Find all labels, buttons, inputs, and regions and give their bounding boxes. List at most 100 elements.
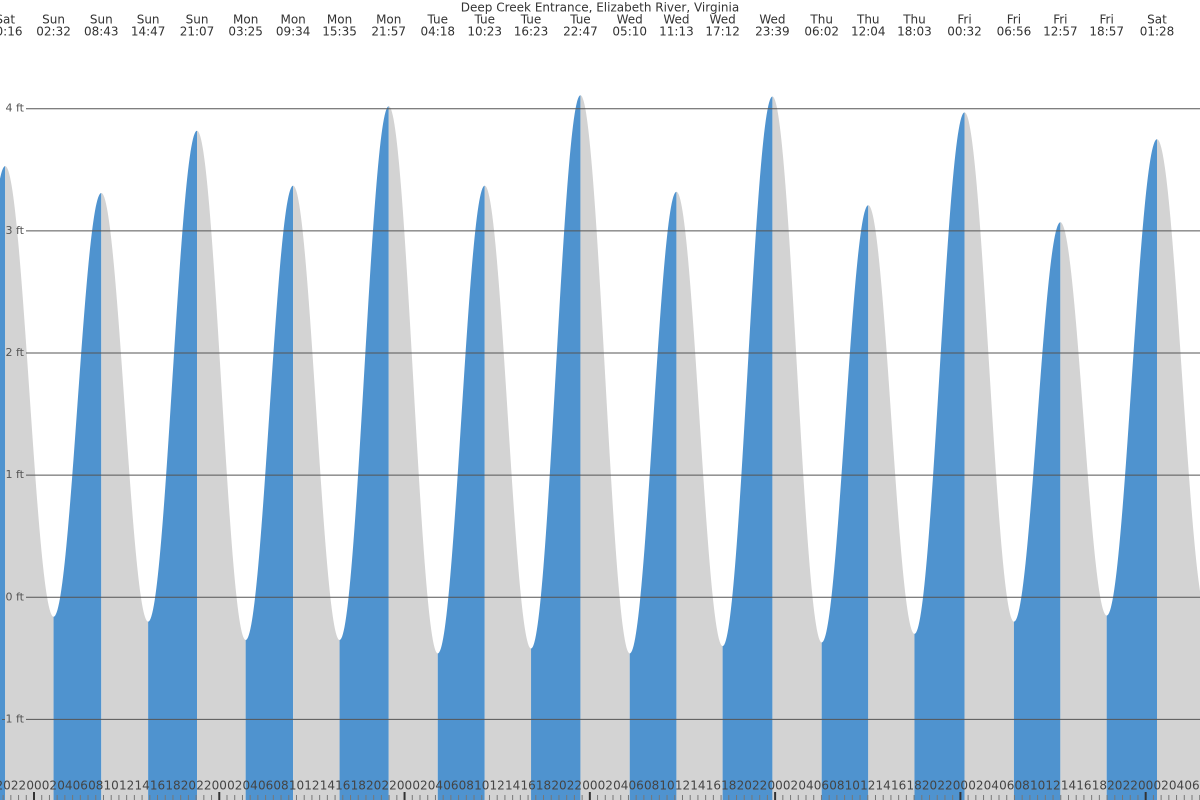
y-tick-label: 3 ft [6, 224, 25, 237]
chart-title: Deep Creek Entrance, Elizabeth River, Vi… [461, 1, 739, 15]
hour-label: 22 [1123, 779, 1138, 793]
hour-label: 14 [876, 779, 891, 793]
hour-label: 18 [165, 779, 180, 793]
extreme-time: 06:02 [804, 25, 839, 39]
extreme-day: Fri [1100, 13, 1114, 27]
hour-label: 12 [1045, 779, 1060, 793]
extreme-time: 04:18 [420, 25, 455, 39]
hour-label: 22 [752, 779, 767, 793]
extreme-day: Mon [376, 13, 401, 27]
hour-label: 04 [1169, 779, 1184, 793]
extreme-day: Sat [0, 13, 15, 27]
hour-label: 02 [227, 779, 242, 793]
hour-label: 16 [706, 779, 721, 793]
extreme-day: Thu [856, 13, 880, 27]
extreme-day: Sun [42, 13, 65, 27]
hour-label: 14 [134, 779, 149, 793]
extreme-time: 16:23 [514, 25, 549, 39]
extreme-day: Tue [427, 13, 449, 27]
hour-label: 06 [629, 779, 644, 793]
falling-tide [5, 166, 54, 800]
extreme-day: Wed [759, 13, 785, 27]
y-tick-label: 4 ft [6, 102, 25, 115]
hour-label: 02 [1153, 779, 1168, 793]
hour-label: 20 [181, 779, 196, 793]
extreme-day: Fri [1053, 13, 1067, 27]
extreme-day: Tue [520, 13, 542, 27]
hour-label: 20 [0, 779, 11, 793]
hour-label: 00 [1138, 779, 1153, 793]
hour-label: 16 [150, 779, 165, 793]
hour-label: 00 [582, 779, 597, 793]
hour-label: 16 [520, 779, 535, 793]
extreme-day: Thu [902, 13, 926, 27]
extreme-day: Mon [327, 13, 352, 27]
hour-label: 06 [999, 779, 1014, 793]
hour-label: 22 [937, 779, 952, 793]
hour-label: 20 [366, 779, 381, 793]
extreme-day: Thu [809, 13, 833, 27]
extreme-time: 08:43 [84, 25, 119, 39]
y-tick-label: -1 ft [2, 712, 25, 725]
hour-label: 00 [212, 779, 227, 793]
extreme-time: 22:47 [563, 25, 598, 39]
hour-label: 12 [860, 779, 875, 793]
hour-label: 12 [304, 779, 319, 793]
falling-tide [388, 106, 438, 800]
extreme-time: 12:57 [1043, 25, 1078, 39]
extreme-time: 06:56 [997, 25, 1032, 39]
hour-label: 12 [490, 779, 505, 793]
extreme-day: Mon [280, 13, 305, 27]
hour-label: 02 [783, 779, 798, 793]
extreme-day: Wed [710, 13, 736, 27]
hour-label: 00 [767, 779, 782, 793]
hour-label: 10 [659, 779, 674, 793]
hour-label: 08 [88, 779, 103, 793]
hour-label: 18 [536, 779, 551, 793]
falling-tide [964, 112, 1014, 800]
extreme-time: 21:07 [180, 25, 215, 39]
hour-label: 02 [968, 779, 983, 793]
hour-label: 00 [953, 779, 968, 793]
hour-label: 20 [551, 779, 566, 793]
hour-label: 04 [243, 779, 258, 793]
extreme-day: Fri [957, 13, 971, 27]
extreme-day: Mon [233, 13, 258, 27]
hour-label: 02 [598, 779, 613, 793]
hour-label: 04 [798, 779, 813, 793]
hour-label: 04 [57, 779, 72, 793]
rising-tide [722, 96, 773, 800]
hour-label: 22 [381, 779, 396, 793]
rising-tide [148, 130, 198, 800]
hour-label: 02 [42, 779, 57, 793]
hour-label: 20 [922, 779, 937, 793]
y-tick-label: 0 ft [6, 590, 25, 603]
hour-label: 10 [845, 779, 860, 793]
extreme-time: 17:12 [705, 25, 740, 39]
falling-tide [293, 185, 340, 800]
falling-tide [1157, 139, 1200, 800]
hour-label: 14 [505, 779, 520, 793]
hour-label: 08 [829, 779, 844, 793]
hour-label: 10 [1030, 779, 1045, 793]
y-tick-label: 1 ft [6, 468, 25, 481]
hour-label: 18 [351, 779, 366, 793]
hour-label: 10 [474, 779, 489, 793]
extreme-time: 09:34 [276, 25, 311, 39]
hour-label: 06 [443, 779, 458, 793]
hour-label: 08 [459, 779, 474, 793]
extreme-time: 23:39 [755, 25, 790, 39]
extreme-time: 00:32 [947, 25, 982, 39]
extreme-time: 18:03 [897, 25, 932, 39]
extreme-day: Fri [1007, 13, 1021, 27]
falling-tide [676, 191, 723, 800]
rising-tide [1013, 222, 1061, 800]
extreme-day: Tue [473, 13, 495, 27]
extreme-time: 14:47 [131, 25, 166, 39]
extreme-time: 11:13 [659, 25, 694, 39]
extreme-day: Wed [663, 13, 689, 27]
hour-label: 20 [1107, 779, 1122, 793]
extreme-time: 21:57 [371, 25, 406, 39]
falling-tide [484, 185, 532, 800]
hour-label: 14 [690, 779, 705, 793]
